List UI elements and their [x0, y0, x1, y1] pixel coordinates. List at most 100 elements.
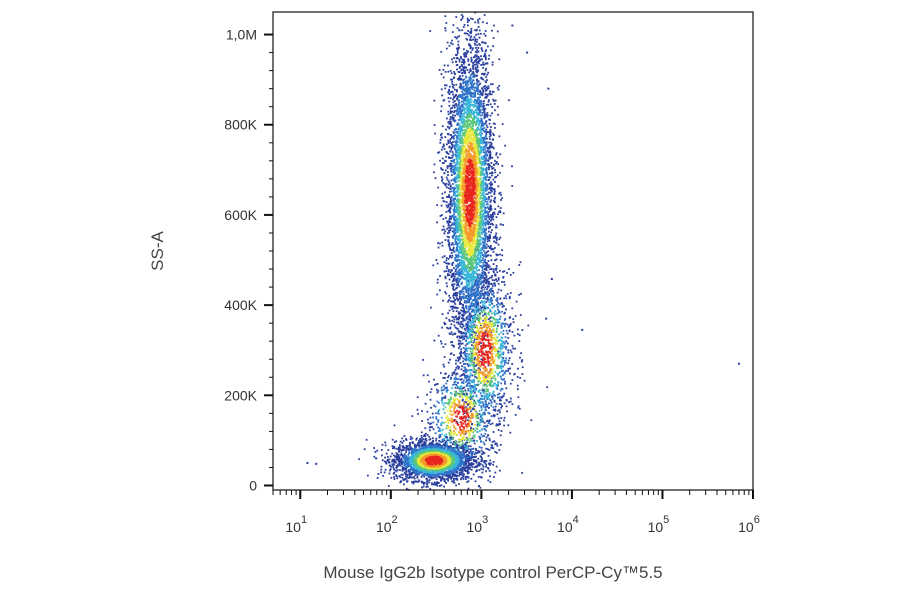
- event-dot: [476, 309, 479, 312]
- event-dot: [475, 29, 478, 32]
- event-dot: [449, 138, 452, 140]
- event-dot: [483, 252, 486, 255]
- event-dot: [399, 481, 402, 484]
- event-dot: [478, 312, 481, 315]
- event-dot: [483, 247, 486, 250]
- event-dot: [468, 63, 471, 66]
- event-dot: [476, 300, 479, 303]
- event-dot: [462, 295, 465, 298]
- event-dot: [454, 195, 457, 197]
- event-dot: [458, 76, 461, 79]
- event-dot: [481, 142, 484, 145]
- event-dot: [501, 358, 504, 361]
- event-dot: [458, 259, 461, 262]
- event-dot: [496, 413, 499, 416]
- event-dot: [465, 89, 468, 91]
- event-dot: [455, 104, 458, 107]
- event-dot: [451, 372, 454, 375]
- event-dot: [487, 57, 490, 60]
- event-dot: [492, 406, 495, 409]
- event-dot: [462, 313, 465, 316]
- event-dot: [491, 290, 494, 292]
- event-dot: [456, 98, 458, 101]
- event-dot: [502, 344, 504, 347]
- event-dot: [409, 447, 412, 449]
- event-dot: [482, 89, 485, 92]
- event-dot: [428, 481, 431, 484]
- event-dot: [460, 473, 463, 476]
- event-dot: [466, 453, 469, 456]
- event-dot: [447, 439, 449, 442]
- event-dot: [467, 388, 470, 390]
- event-dot: [495, 258, 498, 261]
- event-dot: [469, 410, 472, 413]
- event-dot: [475, 307, 478, 310]
- event-dot: [450, 378, 452, 380]
- event-dot: [476, 283, 479, 286]
- event-dot: [492, 263, 495, 266]
- event-dot: [457, 347, 460, 349]
- event-dot: [470, 59, 473, 62]
- event-dot: [481, 389, 484, 392]
- event-dot: [450, 249, 453, 251]
- event-dot: [456, 95, 459, 98]
- event-dot: [508, 268, 510, 271]
- event-dot: [458, 285, 461, 288]
- event-dot: [455, 131, 457, 133]
- event-dot: [494, 208, 497, 210]
- event-dot: [479, 126, 482, 129]
- event-dot: [466, 279, 468, 281]
- event-dot: [453, 301, 456, 304]
- event-dot: [490, 402, 493, 404]
- event-dot: [449, 184, 452, 187]
- event-dot: [484, 159, 487, 162]
- event-dot: [462, 347, 465, 349]
- event-dot: [493, 271, 495, 274]
- event-dot: [503, 424, 505, 427]
- event-dot: [458, 60, 461, 63]
- event-dot: [465, 85, 468, 88]
- event-dot: [443, 485, 445, 488]
- event-dot: [483, 452, 486, 454]
- event-dot: [476, 245, 479, 248]
- event-dot: [463, 366, 466, 369]
- event-dot: [467, 30, 470, 32]
- event-dot: [452, 305, 455, 308]
- event-dot: [481, 41, 483, 44]
- event-dot: [445, 481, 448, 484]
- event-dot: [468, 91, 471, 93]
- event-dot: [494, 99, 497, 102]
- event-dot: [474, 389, 477, 392]
- event-dot: [438, 68, 441, 71]
- event-dot: [490, 187, 492, 189]
- event-dot: [467, 321, 470, 324]
- event-dot: [452, 101, 455, 104]
- event-dot: [454, 179, 457, 182]
- event-dot: [451, 164, 454, 167]
- event-dot: [464, 347, 467, 350]
- event-dot: [459, 312, 462, 315]
- event-dot: [487, 179, 490, 181]
- event-dot: [479, 275, 482, 278]
- event-dot: [466, 374, 468, 377]
- event-dot: [439, 444, 442, 447]
- event-dot: [451, 300, 454, 303]
- event-dot: [452, 136, 455, 139]
- event-dot: [470, 283, 473, 286]
- event-dot: [449, 120, 452, 123]
- event-dot: [509, 292, 512, 294]
- event-dot: [484, 232, 487, 235]
- event-dot: [415, 472, 418, 474]
- event-dot: [458, 345, 461, 348]
- event-dot: [466, 52, 468, 54]
- event-dot: [395, 440, 398, 443]
- event-dot: [485, 447, 488, 450]
- event-dot: [458, 125, 461, 128]
- event-dot: [467, 330, 469, 332]
- event-dot: [391, 452, 394, 455]
- event-dot: [490, 276, 493, 279]
- event-dot: [506, 293, 509, 295]
- event-dot: [444, 372, 447, 375]
- event-dot: [442, 396, 445, 399]
- event-dot: [484, 157, 487, 160]
